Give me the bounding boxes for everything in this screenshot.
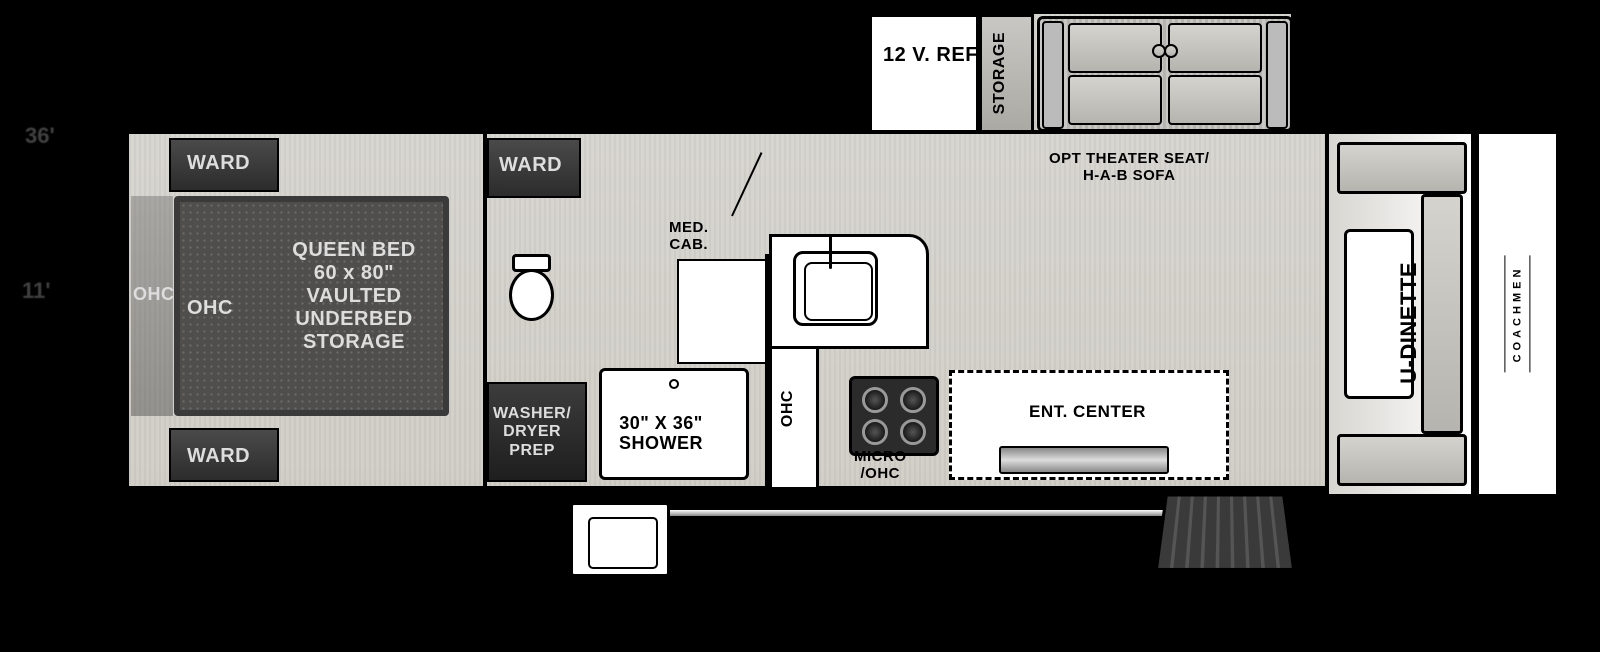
storage-label: STORAGE [991,32,1009,114]
toilet [504,254,559,324]
queen-bed-label: QUEEN BED 60 x 80" VAULTED UNDERBED STOR… [264,239,444,354]
awning-icon [635,508,1195,518]
micro-label: MICRO /OHC [854,448,907,483]
ohc-on-bed: OHC [187,297,233,320]
slideout-living: 12 V. REFER STORAGE [865,10,1295,134]
brand-cap: COACHMEN [1475,130,1560,498]
wardrobe-top-label: WARD [187,152,250,175]
ohc-strip [131,196,173,416]
refrigerator [869,14,979,134]
sink-kitchen [793,251,878,326]
ohc-bed-label: OHC [133,284,175,305]
floorplan-diagram: 36' 11' 12 V. REFER STORAGE WARD WARD OH… [0,0,1600,652]
med-cab-label: MED. CAB. [669,219,709,254]
rv-body: WARD WARD OHC QUEEN BED 60 x 80" VAULTED… [125,130,1475,490]
ohc-counter-label: OHC [779,390,797,427]
theater-seat [1037,16,1293,132]
brand-label: COACHMEN [1505,256,1531,373]
washer-dryer-label: WASHER/ DRYER PREP [493,405,571,460]
u-dinette-label: U-DINETTE [1396,262,1421,384]
dim-height-blur: 11' [22,280,51,302]
exterior-sink [570,502,670,577]
front-cap: U-DINETTE [1325,130,1475,498]
dim-top-blur: 36' [25,125,55,147]
entry-steps-icon [1154,494,1296,571]
ent-center-label: ENT. CENTER [1029,402,1146,422]
theater-label: OPT THEATER SEAT/ H-A-B SOFA [1049,150,1209,185]
wardrobe-bath-label: WARD [499,154,562,177]
stove [849,376,939,456]
wardrobe-bottom-label: WARD [187,445,250,468]
tv-icon [999,446,1169,474]
shower-label: 30" X 36" SHOWER [619,413,703,454]
